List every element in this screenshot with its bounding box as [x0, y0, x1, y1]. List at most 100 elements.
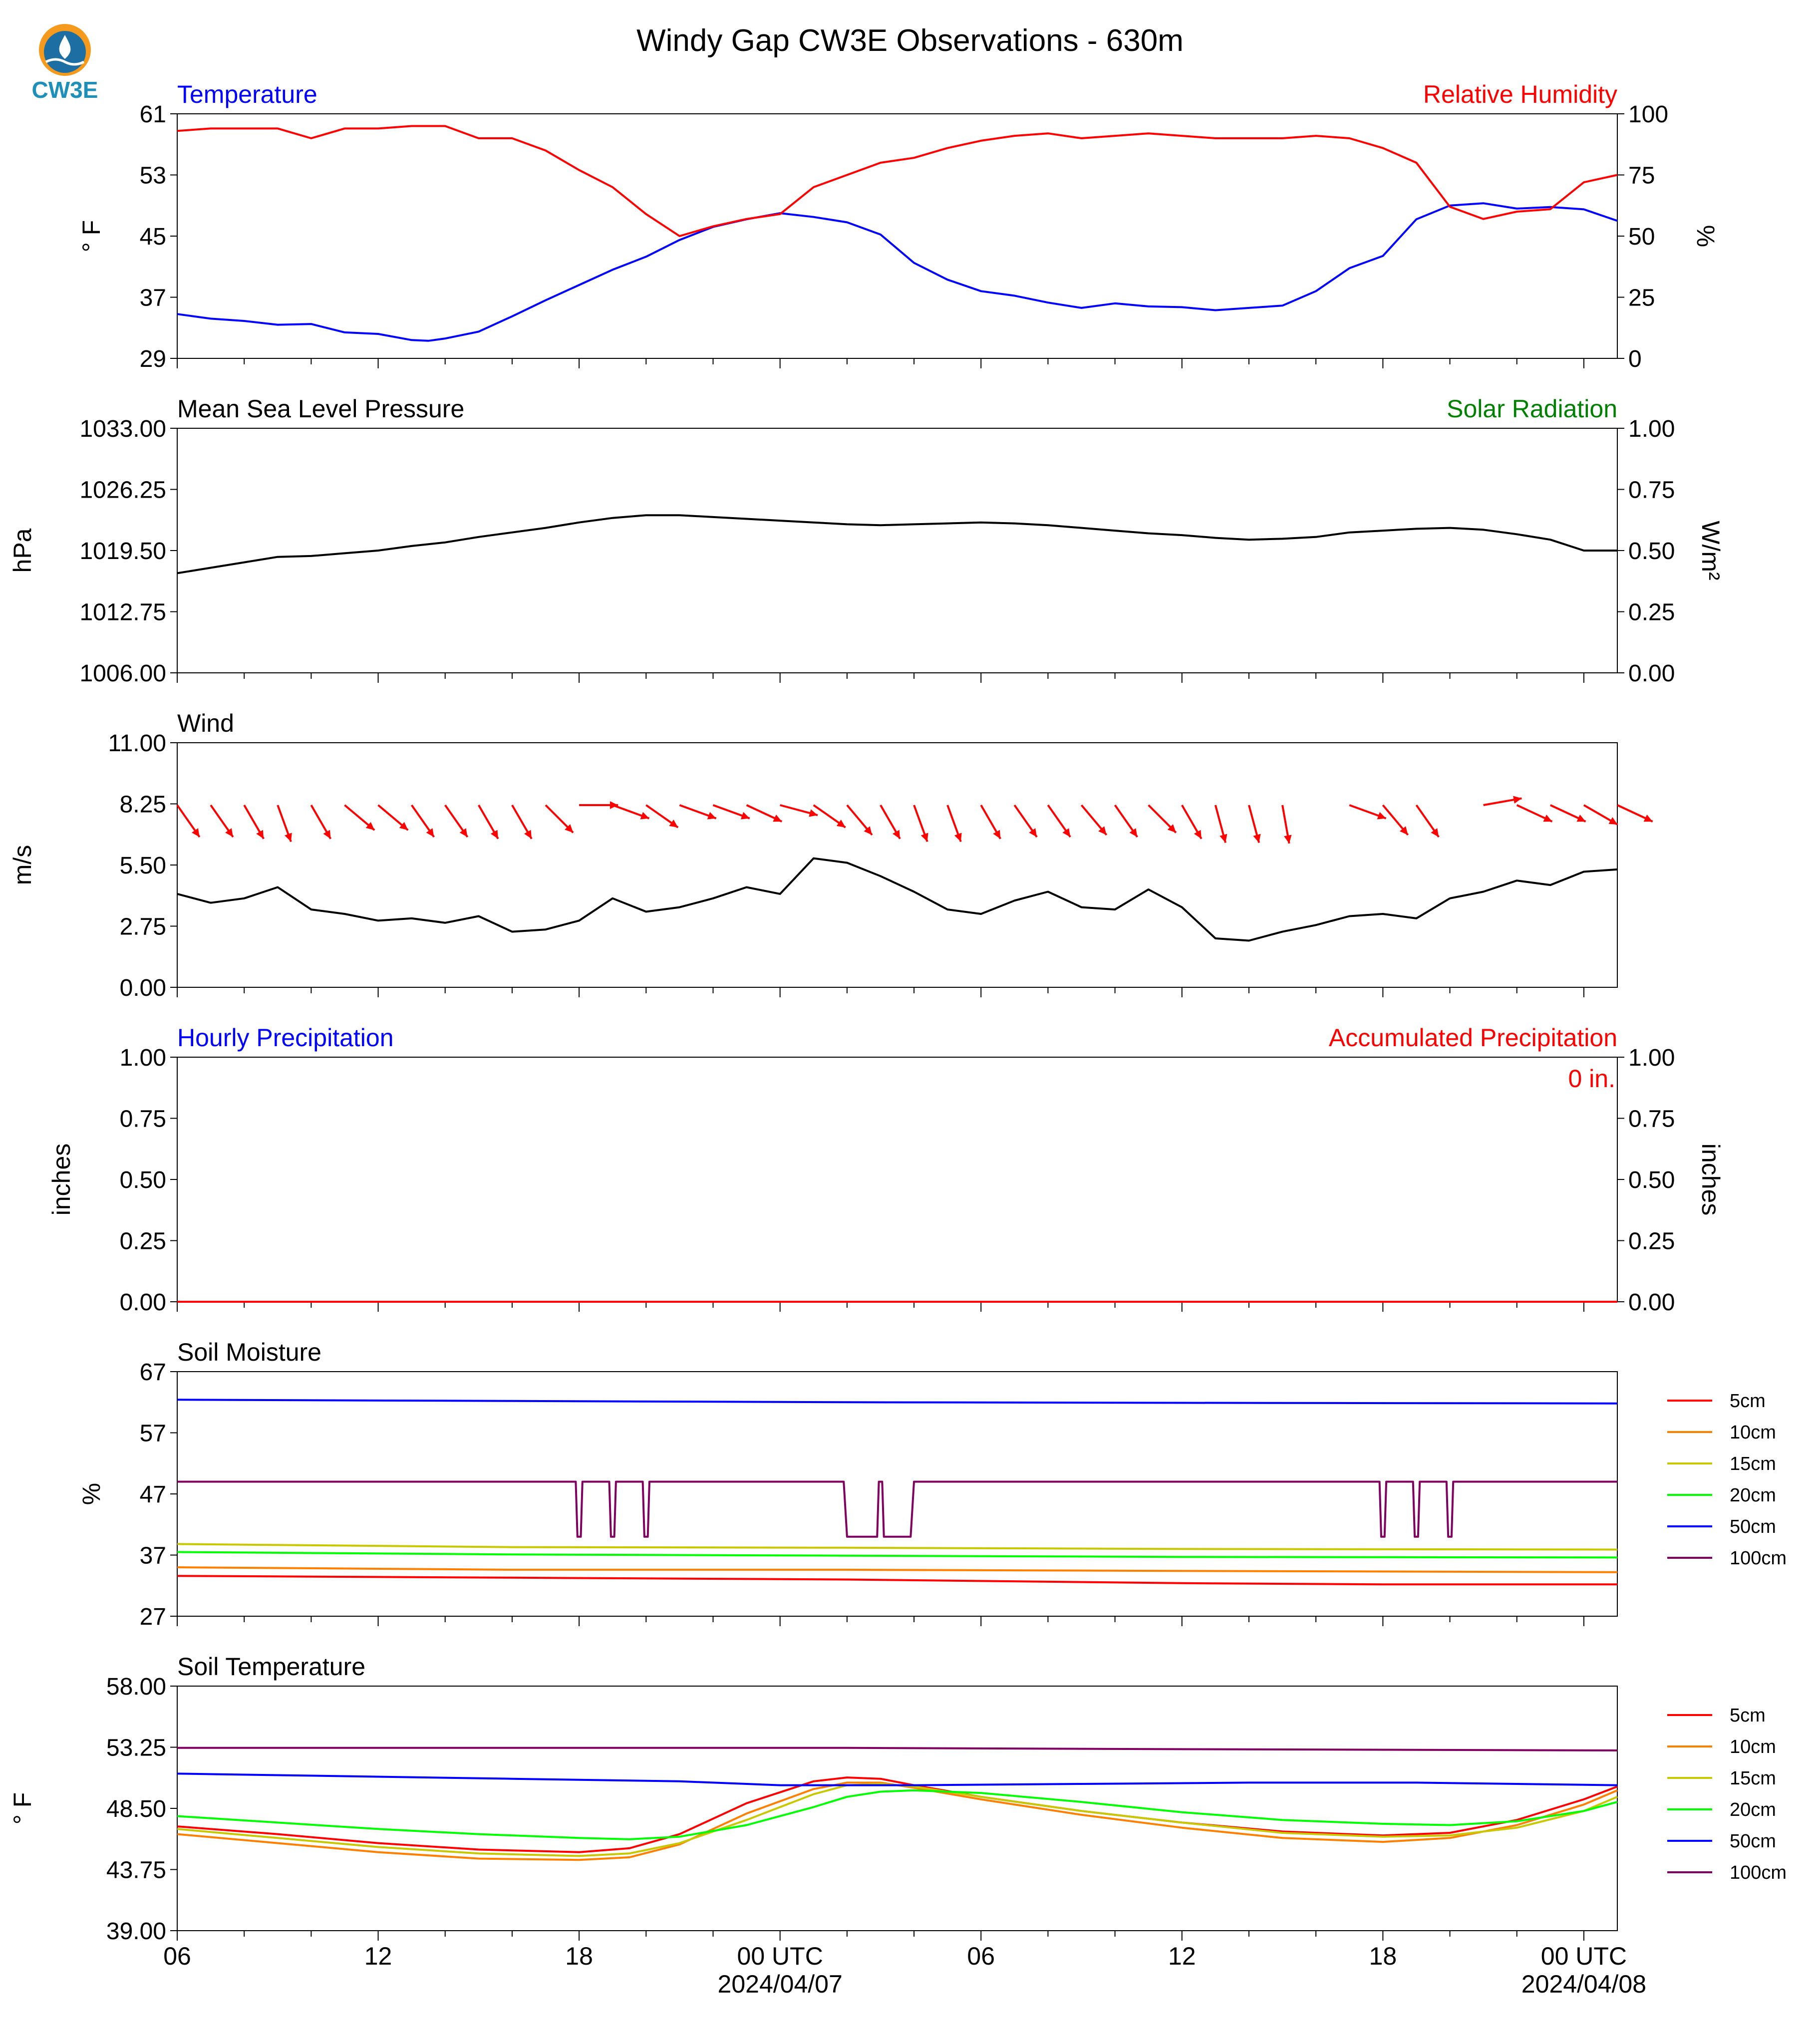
y-tick-label: 1033.00 — [79, 416, 166, 442]
chart-panels: Temperature Relative Humidity 61 53 45 37 29 ° … — [8, 80, 1787, 1945]
y-axis-label-right: W/m² — [1697, 521, 1725, 580]
y-tick-label: 0.75 — [120, 1106, 166, 1133]
x-tick-label: 06 — [967, 1942, 995, 1970]
wind-arrow-head — [893, 830, 900, 839]
wind-arrow-head — [399, 822, 408, 831]
x-tick-label: 12 — [1168, 1942, 1196, 1970]
x-tick-label: 18 — [1369, 1942, 1397, 1970]
y-axis-label: ° F — [77, 220, 105, 252]
wind-arrow — [1516, 804, 1553, 823]
series-line-20cm — [177, 1789, 1618, 1840]
wind-arrow — [1483, 796, 1522, 806]
y-tick-label: 1019.50 — [79, 538, 166, 565]
wind-arrow-head — [809, 809, 818, 817]
y-tick-label-right: 1.00 — [1628, 1045, 1675, 1071]
legend-label: 100cm — [1730, 1548, 1787, 1569]
y-tick-label: 1012.75 — [79, 599, 166, 626]
y-tick-label: 5.50 — [120, 853, 166, 879]
panel-title-left: Mean Sea Level Pressure — [177, 395, 464, 423]
y-tick-label: 67 — [140, 1359, 166, 1386]
wind-arrow-head — [365, 822, 375, 831]
wind-arrow-head — [707, 812, 716, 820]
wind-arrow-head — [773, 815, 782, 822]
panel-title-left: Soil Moisture — [177, 1338, 321, 1366]
y-tick-label-right: 75 — [1628, 163, 1655, 189]
y-tick-label: 45 — [140, 224, 166, 250]
wind-arrow-head — [565, 824, 574, 833]
wind-arrow-head — [1377, 812, 1386, 820]
wind-arrow-head — [285, 833, 292, 842]
panel-title-left: Temperature — [177, 80, 317, 108]
y-tick-label: 47 — [140, 1481, 166, 1508]
x-tick-label: 12 — [364, 1942, 392, 1970]
wind-arrow-head — [1643, 815, 1653, 822]
wind-arrow — [746, 804, 783, 823]
y-tick-label: 1.00 — [120, 1045, 166, 1071]
panel-wind: Wind 11.00 8.25 5.50 2.75 0.00 m/s — [8, 709, 1653, 1001]
wind-arrow-head — [1219, 834, 1227, 843]
wind-arrow — [1583, 804, 1618, 826]
y-tick-label-right: 50 — [1628, 224, 1655, 250]
y-tick-label-right: 0.25 — [1628, 1228, 1675, 1255]
panel-title-right: Accumulated Precipitation — [1329, 1024, 1617, 1052]
wind-arrow-head — [1576, 815, 1586, 822]
series-line-10cm — [177, 1566, 1618, 1573]
y-tick-label: 8.25 — [120, 792, 166, 818]
y-axis-label-right: inches — [1697, 1144, 1725, 1216]
y-tick-label: 1026.25 — [79, 477, 166, 504]
wind-arrow — [1349, 804, 1387, 820]
wind-arrow — [210, 804, 234, 838]
wind-arrow-head — [1543, 815, 1552, 822]
panel-precip: Hourly Precipitation Accumulated Precipit… — [47, 1024, 1725, 1316]
panel-title-right: Relative Humidity — [1423, 80, 1617, 108]
panel-title-right: Solar Radiation — [1447, 395, 1617, 423]
y-tick-label-right: 0.00 — [1628, 660, 1675, 687]
panel-soil-moisture: Soil Moisture6757473727%5cm10cm15cm20cm5… — [77, 1338, 1787, 1630]
series-line-100cm — [177, 1746, 1618, 1751]
y-tick-label-right: 100 — [1628, 101, 1668, 128]
legend-label: 15cm — [1730, 1768, 1776, 1789]
y-tick-label-right: 25 — [1628, 285, 1655, 311]
wind-arrow — [946, 805, 962, 842]
wind-arrow-head — [1167, 824, 1176, 833]
panel-soil-temperature: Soil Temperature 58.00 53.25 48.50 43.75 39.0… — [8, 1653, 1787, 1945]
y-tick-label: 48.50 — [106, 1796, 166, 1822]
series-line-50cm — [177, 1399, 1618, 1405]
panel-title-left: Hourly Precipitation — [177, 1024, 394, 1052]
wind-arrow — [1080, 804, 1108, 836]
plot-frame — [177, 1057, 1618, 1302]
panel-pressure-solar: Mean Sea Level Pressure Solar Radiation 10… — [8, 395, 1725, 687]
series-line-wind_speed — [177, 857, 1618, 942]
wind-arrow — [444, 804, 469, 838]
y-tick-label: 43.75 — [106, 1857, 166, 1884]
series-line-100cm — [177, 1480, 1617, 1538]
wind-arrow — [780, 804, 818, 817]
legend-label: 5cm — [1730, 1705, 1766, 1726]
wind-arrow — [712, 804, 750, 820]
y-tick-label: 0.00 — [120, 975, 166, 1001]
y-tick-label: 37 — [140, 1543, 166, 1569]
y-axis-label: % — [77, 1483, 105, 1505]
wind-arrow-head — [524, 830, 532, 839]
wind-arrow — [846, 804, 873, 836]
wind-arrow-head — [256, 830, 264, 839]
y-tick-label-right: 0.50 — [1628, 538, 1675, 565]
wind-arrow-head — [225, 828, 233, 837]
series-line-15cm — [177, 1783, 1618, 1857]
wind-arrow — [243, 804, 265, 840]
wind-arrow — [1382, 804, 1409, 836]
wind-arrow-head — [864, 826, 872, 835]
wind-arrow — [1281, 805, 1292, 844]
y-tick-label: 0.25 — [120, 1228, 166, 1255]
x-tick-label: 00 UTC — [1541, 1942, 1627, 1970]
wind-arrow — [1549, 804, 1586, 823]
legend-label: 20cm — [1730, 1799, 1776, 1820]
wind-arrow — [1013, 804, 1038, 838]
plot-frame — [177, 428, 1618, 673]
y-axis-label: hPa — [8, 528, 36, 573]
y-tick-label-right: 0.75 — [1628, 477, 1675, 504]
plot-frame — [177, 1686, 1618, 1931]
wind-arrow-head — [1194, 830, 1202, 839]
wind-arrow — [511, 804, 533, 840]
y-tick-label: 37 — [140, 285, 166, 311]
